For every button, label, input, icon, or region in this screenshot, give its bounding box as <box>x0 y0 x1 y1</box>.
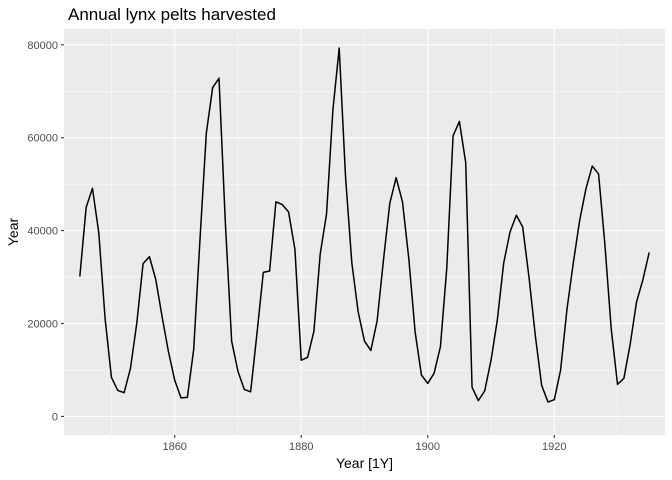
y-tick-label: 60000 <box>27 133 58 145</box>
y-tick-label: 0 <box>52 411 58 423</box>
y-tick-label: 80000 <box>27 40 58 52</box>
x-tick-label: 1900 <box>416 441 440 453</box>
grid-layer <box>64 29 665 435</box>
x-tick-label: 1860 <box>162 441 186 453</box>
y-tick-label: 40000 <box>27 226 58 238</box>
x-axis-title: Year [1Y] <box>336 455 393 471</box>
ticks-layer: 1860 1880 1900 1920 0 20000 40000 60000 80000 <box>27 40 566 453</box>
y-axis-title: Year <box>5 218 21 247</box>
series-line <box>79 47 650 403</box>
chart-title: Annual lynx pelts harvested <box>68 5 276 24</box>
y-tick-label: 20000 <box>27 319 58 331</box>
x-tick-label: 1920 <box>542 441 566 453</box>
x-tick-label: 1880 <box>289 441 313 453</box>
